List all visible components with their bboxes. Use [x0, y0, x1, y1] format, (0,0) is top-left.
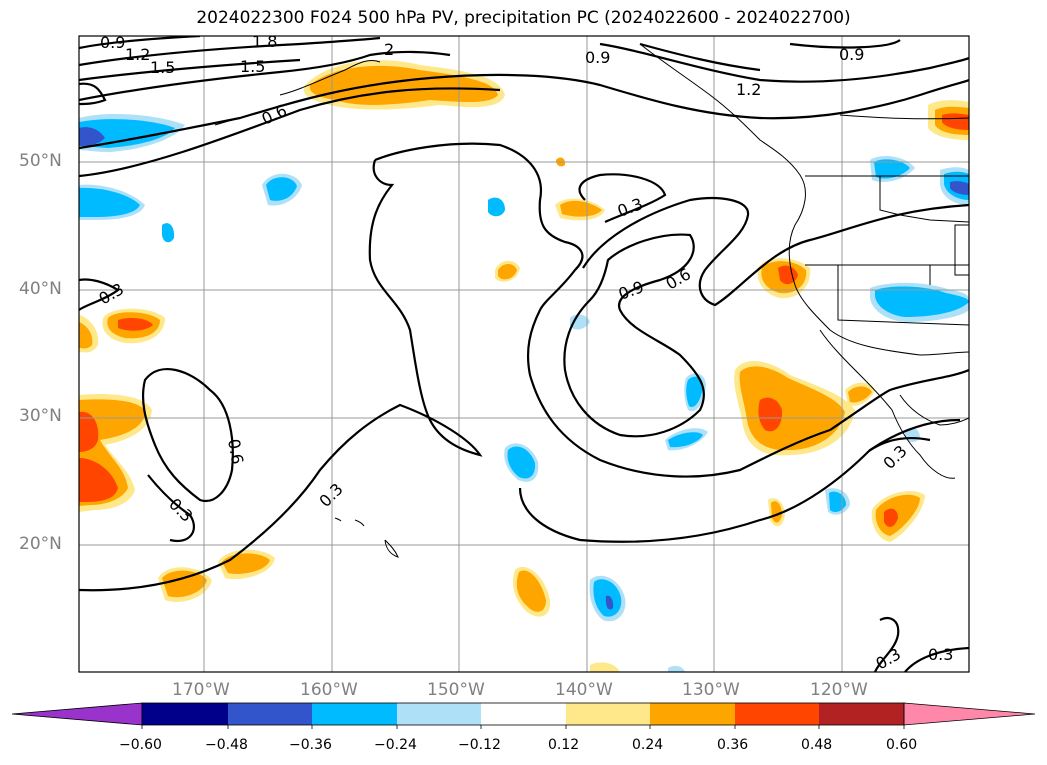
lat-label-50n: 50°N [19, 151, 62, 171]
colorbar-tick-label: −0.48 [205, 737, 248, 753]
lon-label-130w: 130°W [682, 680, 740, 700]
colorbar-tick-label: 0.12 [548, 737, 580, 753]
colorbar-tick-label: −0.36 [289, 737, 332, 753]
contour-label: 1.2 [125, 45, 150, 64]
colorbar-tick-label: 0.24 [632, 737, 664, 753]
contour-label: 2 [384, 40, 394, 59]
negative-precip-areas [79, 114, 969, 672]
contour-label: 1.2 [736, 80, 761, 99]
contour-label: 1.5 [240, 57, 265, 76]
lon-label-160w: 160°W [300, 680, 358, 700]
colorbar-tick-label: −0.60 [119, 737, 162, 753]
contour-label: 1.5 [150, 58, 175, 77]
contour-label: 0.9 [839, 45, 864, 64]
contour-label: 0.9 [100, 33, 125, 52]
lon-label-170w: 170°W [172, 680, 230, 700]
colorbar-tick-label: −0.12 [458, 737, 501, 753]
colorbar-tick-label: 0.48 [801, 737, 833, 753]
contour-label: 0.9 [585, 48, 610, 67]
lon-label-150w: 150°W [427, 680, 485, 700]
map-title: 2024022300 F024 500 hPa PV, precipitatio… [196, 8, 851, 28]
contour-label: 1.8 [252, 32, 277, 51]
lat-label-20n: 20°N [19, 534, 62, 554]
map-frame [78, 35, 970, 673]
lon-label-140w: 140°W [555, 680, 613, 700]
lat-label-30n: 30°N [19, 406, 62, 426]
contour-label: 0.3 [928, 645, 953, 664]
pv-contours [79, 36, 969, 672]
colorbar-tick-label: 0.36 [717, 737, 749, 753]
contour-label: 0.6 [224, 437, 247, 465]
lat-label-40n: 40°N [19, 279, 62, 299]
colorbar-tick-label: −0.24 [374, 737, 417, 753]
grid-lines [79, 36, 969, 672]
coastlines [214, 43, 969, 558]
colorbar [11, 702, 1036, 729]
colorbar-tick-label: 0.60 [886, 737, 918, 753]
lon-label-120w: 120°W [810, 680, 868, 700]
